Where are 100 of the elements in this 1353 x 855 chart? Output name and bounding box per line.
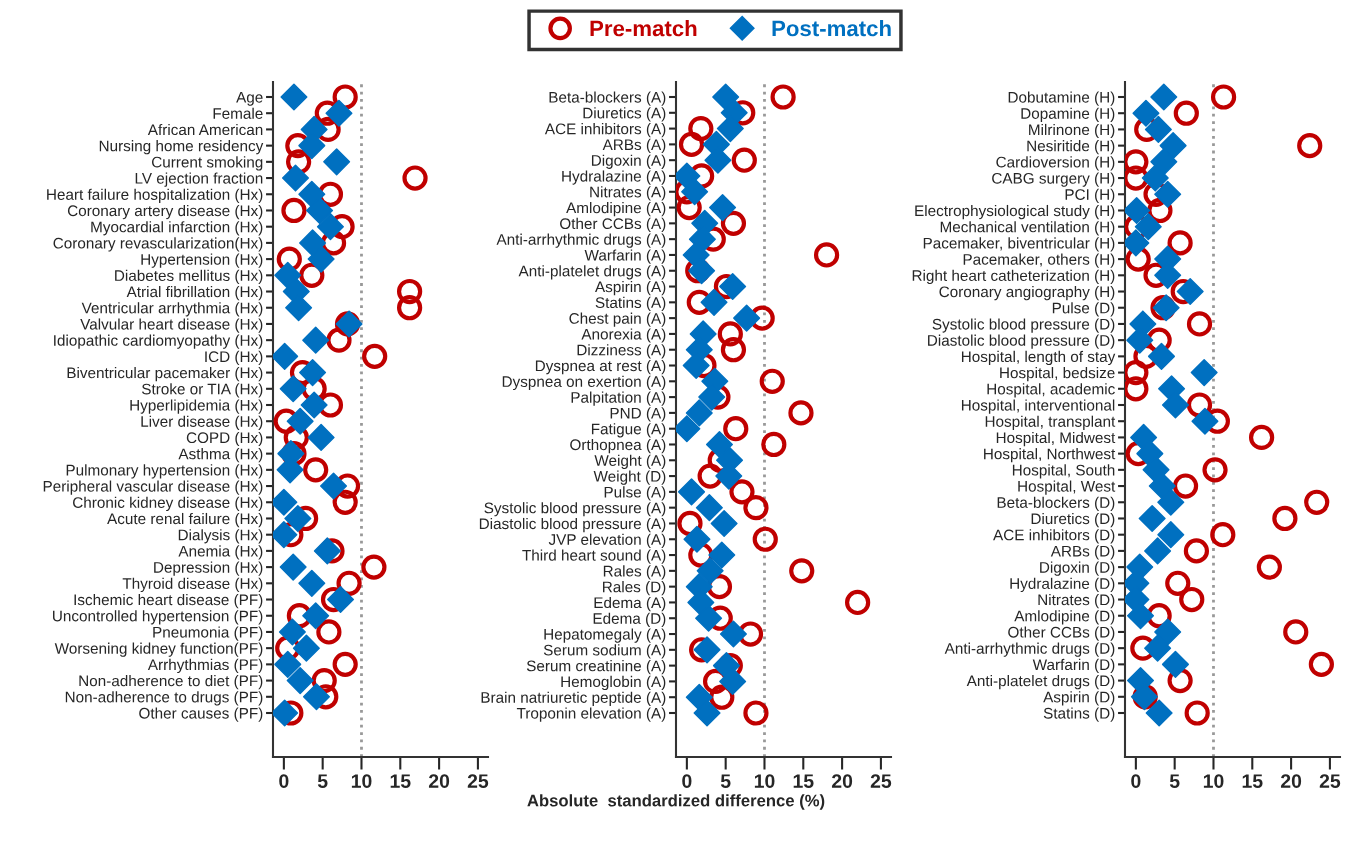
y-tick-label: Anemia (Hx) — [178, 545, 263, 560]
y-tick-label: Pneumonia (PF) — [153, 626, 263, 641]
y-tick-label: Statins (A) — [595, 296, 666, 312]
y-tick-label: Pacemaker, biventricular (H) — [923, 237, 1115, 252]
y-tick-label: Edema (D) — [593, 612, 666, 627]
y-tick-label: Arrhythmias (PF) — [147, 658, 263, 674]
y-tick-label: Dyspnea on exertion (A) — [502, 375, 666, 391]
y-tick-label: Current smoking — [151, 156, 263, 171]
y-tick-label: Other causes (PF) — [139, 707, 263, 722]
y-tick-label: Rales (D) — [603, 581, 666, 596]
y-tick-label: Hospital, bedsize — [1000, 367, 1115, 382]
y-tick-label: Hospital, length of stay — [961, 350, 1116, 366]
y-tick-label: Worsening kidney function(PF) — [54, 642, 263, 657]
y-tick-label: Coronary artery disease (Hx) — [67, 204, 263, 220]
x-tick-label: 20 — [831, 774, 853, 788]
y-tick-label: Non-adherence to diet (PF) — [79, 675, 263, 690]
x-tick-label: 0 — [682, 774, 692, 788]
y-tick-label: Orthopnea (A) — [570, 438, 666, 454]
y-tick-label: Dialysis (Hx) — [178, 529, 263, 544]
y-tick-label: Diastolic blood pressure (A) — [479, 517, 666, 533]
y-tick-label: Right heart catheterization (H) — [912, 269, 1115, 285]
y-tick-label: Palpitation (A) — [571, 391, 666, 406]
y-tick-label: Liver disease (Hx) — [141, 415, 263, 430]
y-tick-label: Systolic blood pressure (A) — [484, 502, 666, 517]
y-tick-label: Digoxin (D) — [1040, 561, 1115, 576]
y-tick-label: Hospital, West — [1018, 480, 1116, 495]
y-tick-label: Diuretics (D) — [1031, 512, 1115, 528]
y-tick-label: ACE inhibitors (A) — [544, 123, 666, 138]
y-tick-label: Hospital, interventional — [961, 399, 1115, 414]
y-tick-label: ARBs (A) — [602, 138, 666, 154]
y-tick-label: Diuretics (A) — [583, 107, 666, 122]
y-tick-label: Nitrates (A) — [590, 186, 666, 201]
y-tick-label: Hospital, academic — [987, 383, 1115, 398]
x-tick-label: 10 — [1203, 774, 1224, 788]
y-tick-label: Thyroid disease (Hx) — [122, 577, 263, 593]
y-tick-label: Anti-platelet drugs (A) — [518, 265, 666, 280]
y-tick-label: Diabetes mellitus (Hx) — [115, 269, 263, 285]
y-tick-label: PND (A) — [610, 407, 666, 422]
y-tick-label: Asthma (Hx) — [178, 448, 263, 463]
x-axis-title: Absolute standardized difference (%) — [527, 794, 825, 810]
x-tick-label: 10 — [351, 774, 372, 788]
y-tick-label: Amlodipine (A) — [566, 202, 666, 217]
y-tick-label: Aspirin (D) — [1043, 691, 1115, 706]
y-tick-label: Systolic blood pressure (D) — [932, 318, 1115, 333]
y-tick-label: Hepatomegaly (A) — [544, 628, 666, 643]
y-tick-label: Beta-blockers (A) — [549, 91, 666, 106]
y-tick-label: Diastolic blood pressure (D) — [928, 334, 1115, 349]
x-tick-label: 10 — [754, 774, 775, 788]
x-tick-label: 15 — [390, 774, 411, 788]
y-tick-label: Peripheral vascular disease (Hx) — [43, 480, 263, 495]
y-tick-label: Dobutamine (H) — [1008, 91, 1115, 106]
x-tick-label: 20 — [428, 774, 450, 788]
y-tick-label: Troponin elevation (A) — [516, 707, 666, 722]
y-tick-label: Chronic kidney disease (Hx) — [73, 496, 263, 511]
x-tick-label: 25 — [467, 774, 489, 788]
y-tick-label: Acute renal failure (Hx) — [107, 512, 263, 528]
y-tick-label: Valvular heart disease (Hx) — [80, 318, 263, 333]
y-tick-label: Heart failure hospitalization (Hx) — [47, 188, 263, 203]
y-tick-label: Third heart sound (A) — [522, 549, 666, 564]
y-tick-label: ICD (Hx) — [205, 350, 263, 366]
y-tick-label: ACE inhibitors (D) — [993, 529, 1115, 544]
y-tick-label: Rales (A) — [603, 565, 666, 580]
y-tick-label: Nursing home residency — [99, 140, 264, 155]
legend-label: Post-match — [772, 20, 891, 37]
x-tick-label: 25 — [1319, 774, 1341, 788]
y-tick-label: Weight (A) — [594, 454, 666, 469]
y-tick-label: LV ejection fraction — [135, 172, 263, 187]
y-tick-label: Digoxin (A) — [591, 154, 666, 169]
y-tick-label: Dopamine (H) — [1021, 107, 1115, 122]
y-tick-label: Anti-arrhythmic drugs (A) — [496, 233, 666, 248]
y-tick-label: Idiopathic cardiomyopathy (Hx) — [54, 334, 263, 349]
y-tick-label: Cardioversion (H) — [996, 156, 1115, 171]
y-tick-label: Hydralazine (D) — [1010, 577, 1115, 593]
y-tick-label: African American — [147, 123, 263, 136]
y-tick-label: JVP elevation (A) — [548, 533, 666, 548]
x-tick-label: 5 — [720, 774, 731, 788]
y-tick-label: Ischemic heart disease (PF) — [74, 593, 263, 609]
x-tick-label: 20 — [1280, 774, 1302, 788]
y-tick-label: Depression (Hx) — [154, 561, 263, 576]
x-tick-label: 15 — [793, 774, 814, 788]
y-tick-label: Hydralazine (A) — [562, 170, 666, 185]
y-tick-label: Hospital, transplant — [985, 415, 1116, 430]
y-tick-label: Serum creatinine (A) — [526, 660, 666, 675]
y-tick-label: Chest pain (A) — [569, 312, 666, 327]
y-tick-label: Uncontrolled hypertension (PF) — [53, 610, 263, 625]
y-tick-label: Nesiritide (H) — [1027, 140, 1115, 155]
y-tick-label: Milrinone (H) — [1029, 123, 1115, 139]
y-tick-label: Hospital, Midwest — [996, 431, 1116, 447]
y-tick-label: Anorexia (A) — [581, 328, 666, 343]
y-tick-label: Mechanical ventilation (H) — [940, 221, 1115, 236]
y-tick-label: Electrophysiological study (H) — [915, 204, 1115, 220]
y-tick-label: Nitrates (D) — [1038, 593, 1115, 609]
y-tick-label: Stroke or TIA (Hx) — [142, 383, 263, 398]
x-tick-label: 0 — [1131, 774, 1141, 788]
y-tick-label: Other CCBs (D) — [1008, 626, 1115, 641]
legend-label: Pre-match — [590, 20, 697, 37]
x-tick-label: 15 — [1242, 774, 1263, 788]
y-tick-label: Pacemaker, others (H) — [963, 253, 1115, 268]
y-tick-label: Beta-blockers (D) — [997, 496, 1115, 511]
y-tick-label: Coronary angiography (H) — [939, 285, 1115, 301]
